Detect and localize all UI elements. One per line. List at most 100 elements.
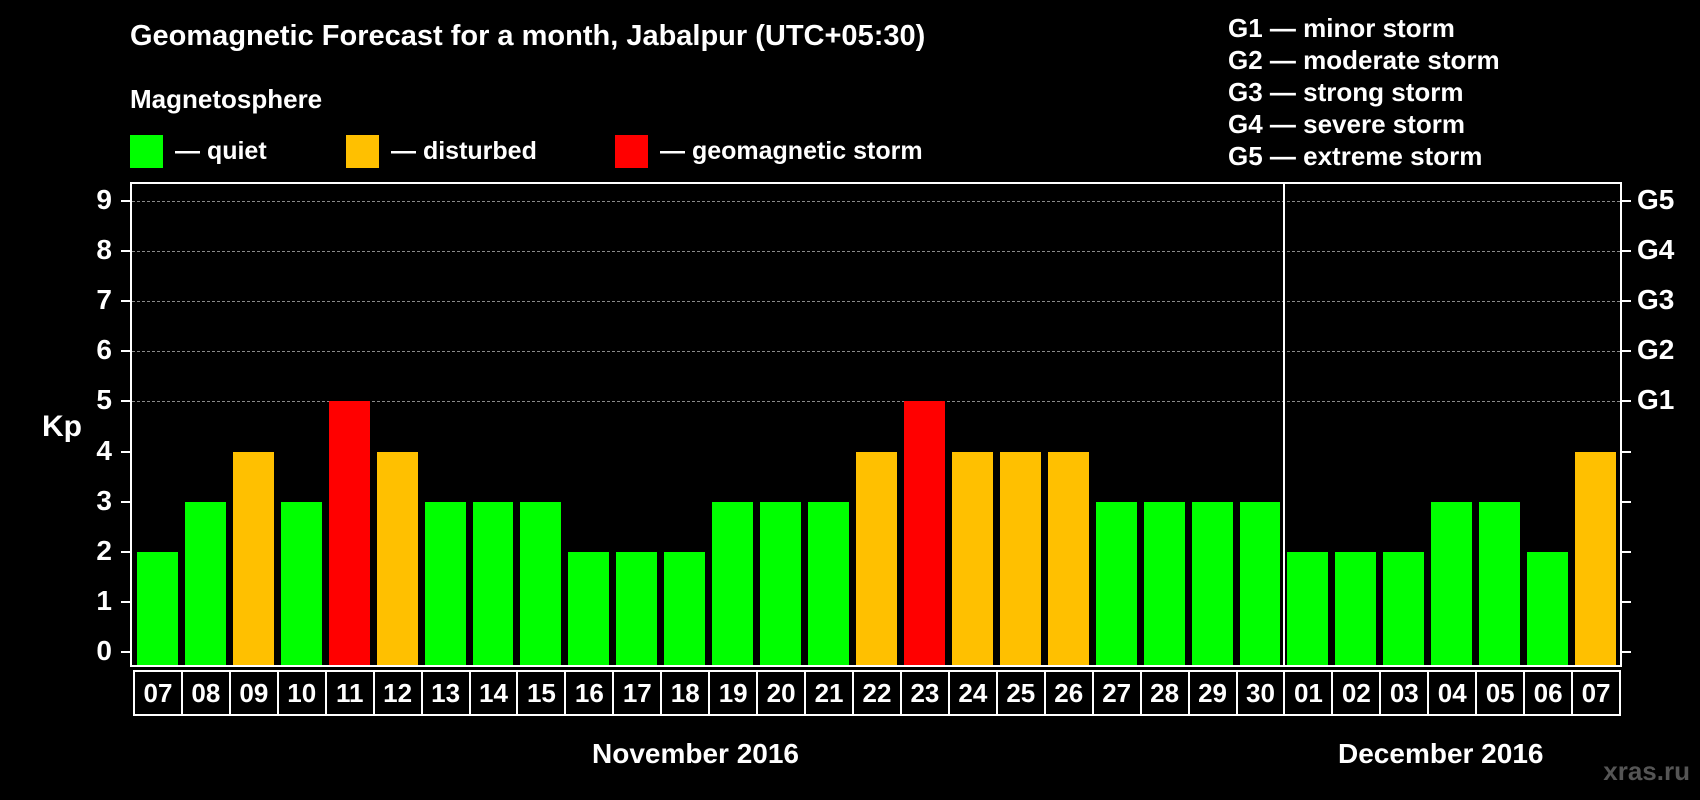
storm-scale-legend: G1 — minor storm G2 — moderate storm G3 …	[1228, 12, 1500, 172]
quiet-swatch-icon	[130, 134, 163, 168]
legend-label: — quiet	[175, 136, 267, 165]
y-tick	[121, 300, 130, 303]
disturbed-swatch-icon	[346, 134, 379, 168]
legend-title: Magnetosphere	[130, 84, 323, 114]
x-tick-label: 16	[564, 670, 615, 716]
y-tick-label: 9	[96, 184, 112, 215]
bar-quiet	[664, 551, 706, 665]
y-tick	[121, 250, 130, 253]
legend-label: — disturbed	[391, 136, 537, 165]
x-tick-label: 12	[372, 670, 423, 716]
x-tick-label: 04	[1427, 670, 1478, 716]
bar-quiet	[616, 551, 658, 665]
bar-quiet	[760, 501, 802, 665]
x-tick-label: 21	[804, 670, 855, 716]
storm-scale-item: G2 — moderate storm	[1228, 45, 1500, 75]
bar-quiet	[1191, 501, 1233, 665]
bar-disturbed	[1047, 451, 1089, 665]
y-tick	[121, 450, 130, 453]
bar-quiet	[137, 551, 178, 665]
x-tick-label: 24	[947, 670, 998, 716]
x-tick-label: 01	[1283, 670, 1334, 716]
y-tick-right	[1622, 651, 1631, 653]
month-label-november: November 2016	[592, 738, 800, 769]
plot-area	[130, 182, 1622, 667]
y-tick-right	[1622, 400, 1631, 403]
x-tick-label: 18	[660, 670, 711, 716]
bar-disturbed	[1575, 451, 1616, 665]
x-tick-label: 30	[1235, 670, 1286, 716]
storm-scale-item: G3 — strong storm	[1228, 77, 1464, 107]
y-tick-label: 7	[96, 284, 112, 316]
gridline	[132, 351, 1620, 353]
y-tick-label: 5	[96, 384, 112, 416]
bar-storm	[328, 401, 370, 665]
bar-disturbed	[856, 451, 897, 665]
x-tick-label: 25	[995, 670, 1046, 716]
gridline	[132, 251, 1620, 253]
x-tick-label: 22	[852, 670, 902, 716]
y-tick-right	[1622, 200, 1631, 202]
bar-quiet	[1095, 501, 1137, 665]
x-tick-label: 02	[1331, 670, 1382, 716]
y-tick	[121, 350, 130, 353]
bar-quiet	[280, 501, 322, 665]
gridline	[132, 401, 1620, 403]
bar-quiet	[1383, 551, 1425, 665]
x-tick-label: 15	[516, 670, 567, 716]
x-tick-label: 17	[612, 670, 663, 716]
g-scale-label: G2	[1637, 334, 1675, 366]
bar-quiet	[808, 501, 850, 665]
g-scale-label: G1	[1637, 384, 1675, 416]
legend-item-quiet: — quiet	[130, 134, 267, 168]
bar-quiet	[1431, 501, 1473, 665]
bar-disturbed	[376, 451, 418, 665]
month-divider	[1283, 184, 1286, 665]
bar-quiet	[1527, 551, 1569, 665]
bar-storm	[903, 401, 945, 665]
chart-title: Geomagnetic Forecast for a month, Jabalp…	[130, 20, 926, 52]
x-tick-label: 07	[133, 670, 183, 716]
y-tick-label: 6	[96, 334, 112, 366]
x-tick-label: 11	[324, 670, 375, 716]
y-tick-label: 0	[96, 635, 112, 666]
bar-quiet	[712, 501, 754, 665]
y-tick-label: 8	[96, 234, 112, 266]
x-tick-label: 23	[899, 670, 950, 716]
x-tick-label: 28	[1139, 670, 1190, 716]
bar-disturbed	[951, 451, 993, 665]
y-tick	[121, 550, 130, 553]
x-tick-label: 07	[1571, 670, 1621, 716]
x-tick-label: 06	[1523, 670, 1574, 716]
x-tick-label: 13	[420, 670, 471, 716]
y-tick	[121, 600, 130, 603]
bar-quiet	[1143, 501, 1185, 665]
x-tick-label: 09	[228, 670, 279, 716]
storm-scale-item: G4 — severe storm	[1228, 109, 1466, 139]
storm-scale-item: G5 — extreme storm	[1228, 141, 1483, 171]
gridline	[132, 201, 1620, 202]
bar-quiet	[472, 501, 514, 665]
gridline	[132, 301, 1620, 303]
y-tick-right	[1622, 250, 1631, 253]
g-scale-label: G4	[1637, 234, 1675, 266]
legend-label: — geomagnetic storm	[660, 136, 923, 165]
g-scale-label: G5	[1637, 184, 1675, 215]
g-scale-label: G3	[1637, 284, 1675, 316]
watermark: xras.ru	[1603, 756, 1690, 786]
y-tick	[121, 500, 130, 503]
x-tick-label: 08	[180, 670, 231, 716]
bar-quiet	[1479, 501, 1521, 665]
bar-quiet	[184, 501, 226, 665]
y-tick	[121, 651, 130, 653]
x-tick-label: 14	[468, 670, 519, 716]
x-tick-label: 29	[1187, 670, 1238, 716]
y-axis-label: Kp	[42, 410, 82, 443]
y-tick-right	[1622, 300, 1631, 303]
y-tick-label: 4	[96, 434, 112, 466]
x-tick-label: 05	[1475, 670, 1526, 716]
bar-quiet	[424, 501, 466, 665]
x-tick-label: 19	[708, 670, 759, 716]
y-tick-label: 2	[96, 534, 112, 566]
y-tick-label: 1	[96, 584, 112, 616]
